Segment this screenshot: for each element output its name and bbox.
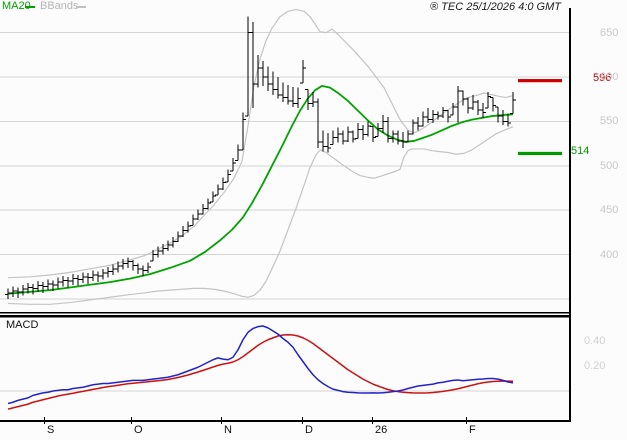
price-axis-label-600: 600 <box>600 71 619 83</box>
legend-ma20-swatch-icon <box>25 6 35 8</box>
x-axis-label-S: S <box>47 424 55 436</box>
legend-bbands-label: BBands <box>40 0 79 12</box>
price-axis-label-450: 450 <box>600 204 619 217</box>
copyright-text: ® TEC 25/1/2026 4:0 GMT <box>430 1 561 13</box>
legend-bbands-swatch-icon <box>76 6 86 8</box>
alert-resistance-price-label: 596 <box>593 72 612 84</box>
legend-ma20-label: MA20 <box>2 0 31 12</box>
x-axis-label-F: F <box>469 424 476 436</box>
x-axis-label-26: 26 <box>375 424 388 436</box>
alert-support-price-label: 514 <box>571 145 590 157</box>
x-axis-label-N: N <box>224 424 232 436</box>
x-axis-label-D: D <box>305 424 313 436</box>
price-axis-label-550: 550 <box>600 115 619 128</box>
macd-axis-label-0.20: 0.20 <box>584 360 606 372</box>
macd-axis-label-0.40: 0.40 <box>584 335 606 347</box>
price-axis-label-650: 650 <box>600 26 619 39</box>
macd-panel-label: MACD <box>6 319 39 331</box>
price-axis-label-400: 400 <box>600 248 619 261</box>
x-axis-label-O: O <box>134 424 143 436</box>
price-axis-label-500: 500 <box>600 159 619 172</box>
